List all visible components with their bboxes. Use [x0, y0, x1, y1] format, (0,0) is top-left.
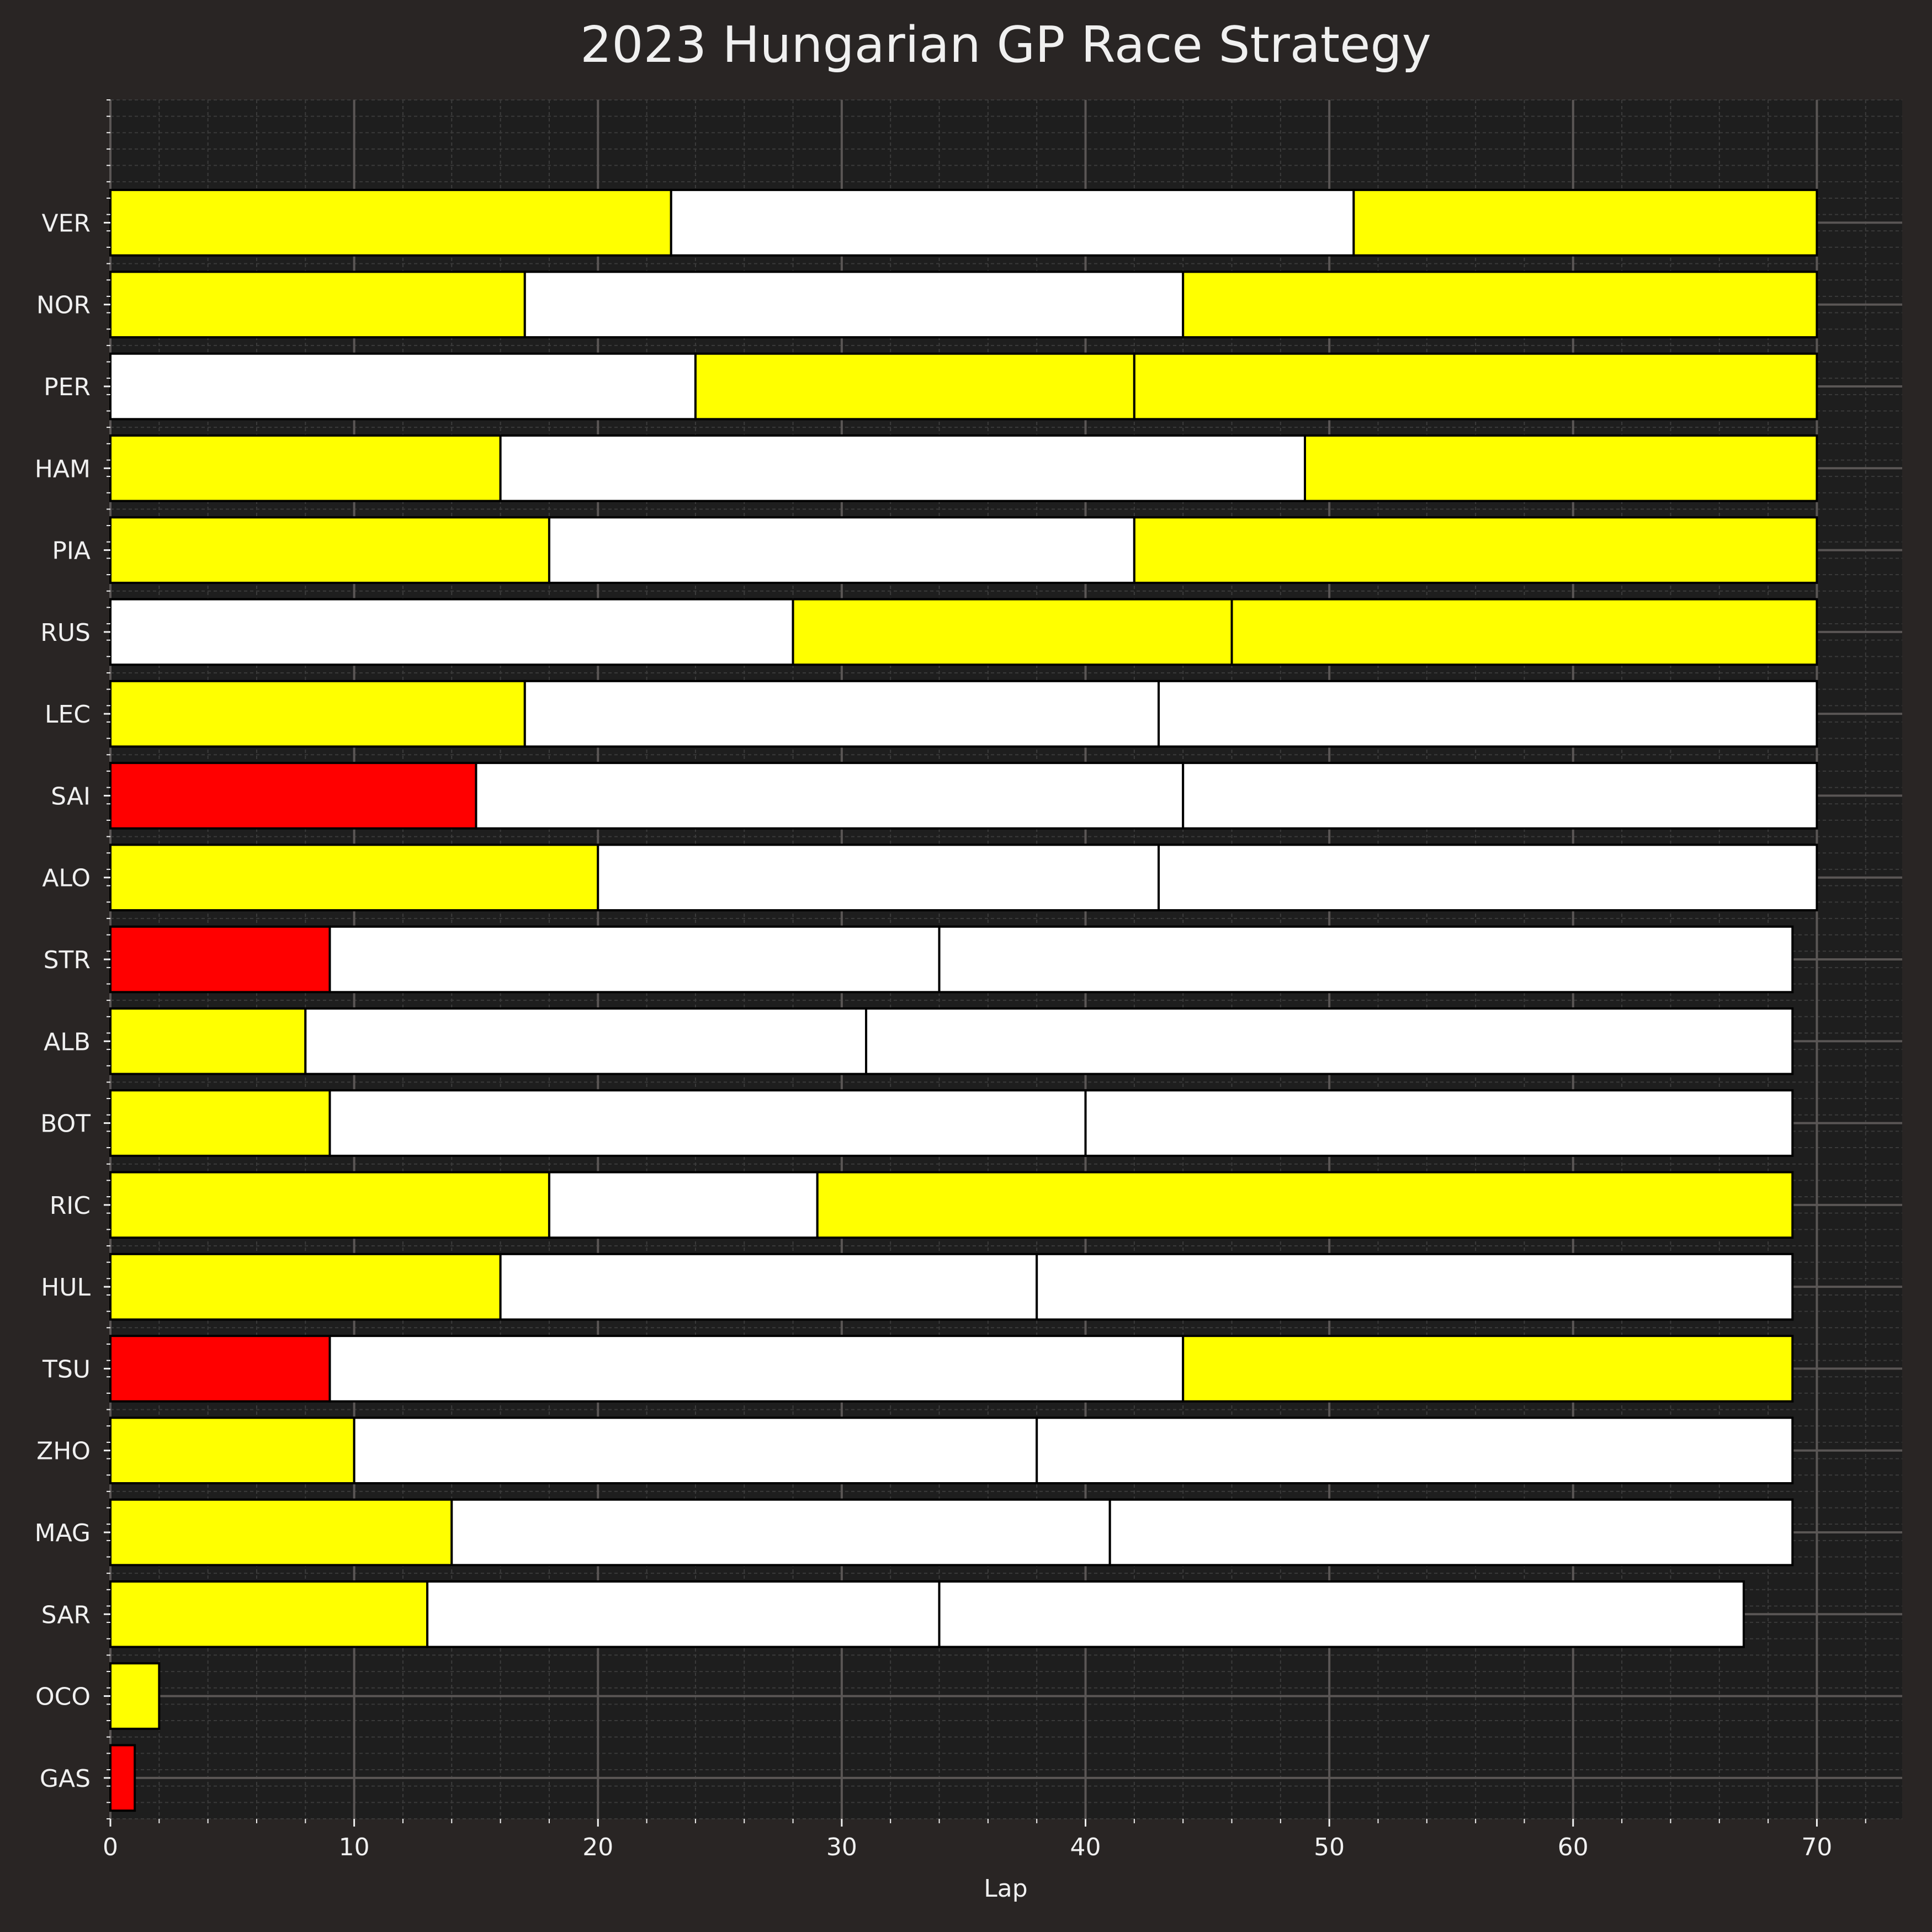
stint-bar-alo — [109, 843, 599, 912]
x-axis-label: Lap — [984, 1875, 1027, 1903]
driver-label: ZHO — [36, 1437, 91, 1466]
stint-bar-alo — [1158, 843, 1818, 912]
driver-label: LEC — [45, 700, 91, 729]
stint-bar-ric — [816, 1171, 1794, 1239]
driver-label: STR — [44, 946, 91, 974]
stint-bar-alb — [304, 1007, 868, 1075]
stint-bar-sai — [475, 762, 1185, 830]
stint-bar-pia — [1133, 516, 1818, 584]
stint-bar-ric — [109, 1171, 550, 1239]
stint-bar-mag — [1108, 1498, 1794, 1567]
stint-bar-mag — [450, 1498, 1111, 1567]
driver-label: HAM — [35, 455, 91, 483]
driver-label: NOR — [36, 291, 91, 320]
stint-bar-ver — [1352, 189, 1818, 257]
stint-bar-hul — [109, 1252, 502, 1321]
driver-label: BOT — [40, 1110, 91, 1138]
stint-bar-ham — [1304, 434, 1818, 502]
stint-bar-zho — [109, 1416, 355, 1485]
stint-bar-sar — [426, 1580, 941, 1648]
stint-bar-rus — [792, 598, 1233, 666]
driver-label: GAS — [40, 1765, 91, 1793]
stint-bar-per — [109, 352, 697, 421]
x-tick-label: 70 — [1801, 1833, 1832, 1861]
x-tick-label: 30 — [826, 1833, 857, 1861]
stint-bar-nor — [523, 270, 1185, 339]
stint-bar-str — [109, 925, 331, 994]
stint-bar-nor — [109, 270, 526, 339]
stint-bar-str — [328, 925, 941, 994]
plot-area: VER NOR PER HAM PIA RUS LEC SAI ALO STR ALB BOT RIC H… — [35, 99, 1902, 1861]
stint-bar-zho — [1036, 1416, 1794, 1485]
stint-bar-sar — [109, 1580, 429, 1648]
stint-bar-bot — [109, 1089, 331, 1157]
driver-label: SAI — [51, 782, 91, 810]
stint-bar-hul — [1036, 1252, 1794, 1321]
stint-bar-tsu — [328, 1335, 1185, 1403]
driver-label: RIC — [50, 1192, 91, 1220]
stint-bar-sai — [1182, 762, 1818, 830]
stint-bar-ham — [499, 434, 1306, 502]
driver-label: SAR — [41, 1601, 91, 1629]
x-tick-label: 40 — [1070, 1833, 1101, 1861]
stint-bar-sai — [109, 762, 477, 830]
x-tick-label: 60 — [1558, 1833, 1589, 1861]
stint-bar-bot — [328, 1089, 1087, 1157]
driver-label: MAG — [35, 1519, 91, 1547]
stint-bar-pia — [109, 516, 550, 584]
driver-label: RUS — [40, 619, 91, 647]
driver-label: VER — [42, 209, 91, 237]
stint-bar-str — [938, 925, 1794, 994]
stint-bar-alo — [597, 843, 1160, 912]
stint-bar-rus — [109, 598, 794, 666]
driver-label: TSU — [42, 1355, 91, 1383]
stint-bar-pia — [548, 516, 1135, 584]
stint-bar-zho — [353, 1416, 1038, 1485]
stint-bar-gas — [109, 1744, 136, 1812]
driver-label: PER — [44, 373, 91, 401]
chart-title: 2023 Hungarian GP Race Strategy — [580, 16, 1431, 74]
stint-bar-rus — [1230, 598, 1818, 666]
stint-bar-lec — [109, 680, 526, 748]
stint-bar-lec — [523, 680, 1160, 748]
stint-bar-ric — [548, 1171, 819, 1239]
x-tick-label: 10 — [339, 1833, 370, 1861]
stint-bar-tsu — [1182, 1335, 1794, 1403]
driver-label: HUL — [41, 1273, 91, 1302]
x-tick-label: 0 — [103, 1833, 118, 1861]
stint-bar-per — [1133, 352, 1818, 421]
stint-bar-sar — [938, 1580, 1745, 1648]
stint-bar-mag — [109, 1498, 453, 1567]
stint-bar-alb — [109, 1007, 307, 1075]
stint-bar-ver — [670, 189, 1355, 257]
stint-bar-alb — [865, 1007, 1794, 1075]
x-tick-label: 50 — [1314, 1833, 1345, 1861]
x-tick-label: 20 — [582, 1833, 613, 1861]
stint-bar-ham — [109, 434, 502, 502]
driver-label: ALB — [44, 1028, 91, 1056]
stint-bar-bot — [1084, 1089, 1794, 1157]
stint-bar-oco — [109, 1662, 161, 1730]
driver-label: OCO — [35, 1683, 91, 1711]
stint-bar-ver — [109, 189, 672, 257]
stint-bar-tsu — [109, 1335, 331, 1403]
stint-bar-lec — [1158, 680, 1818, 748]
stint-bar-hul — [499, 1252, 1038, 1321]
stint-bar-nor — [1182, 270, 1818, 339]
driver-label: ALO — [42, 864, 91, 893]
driver-label: PIA — [52, 537, 91, 565]
stint-bar-per — [694, 352, 1135, 421]
